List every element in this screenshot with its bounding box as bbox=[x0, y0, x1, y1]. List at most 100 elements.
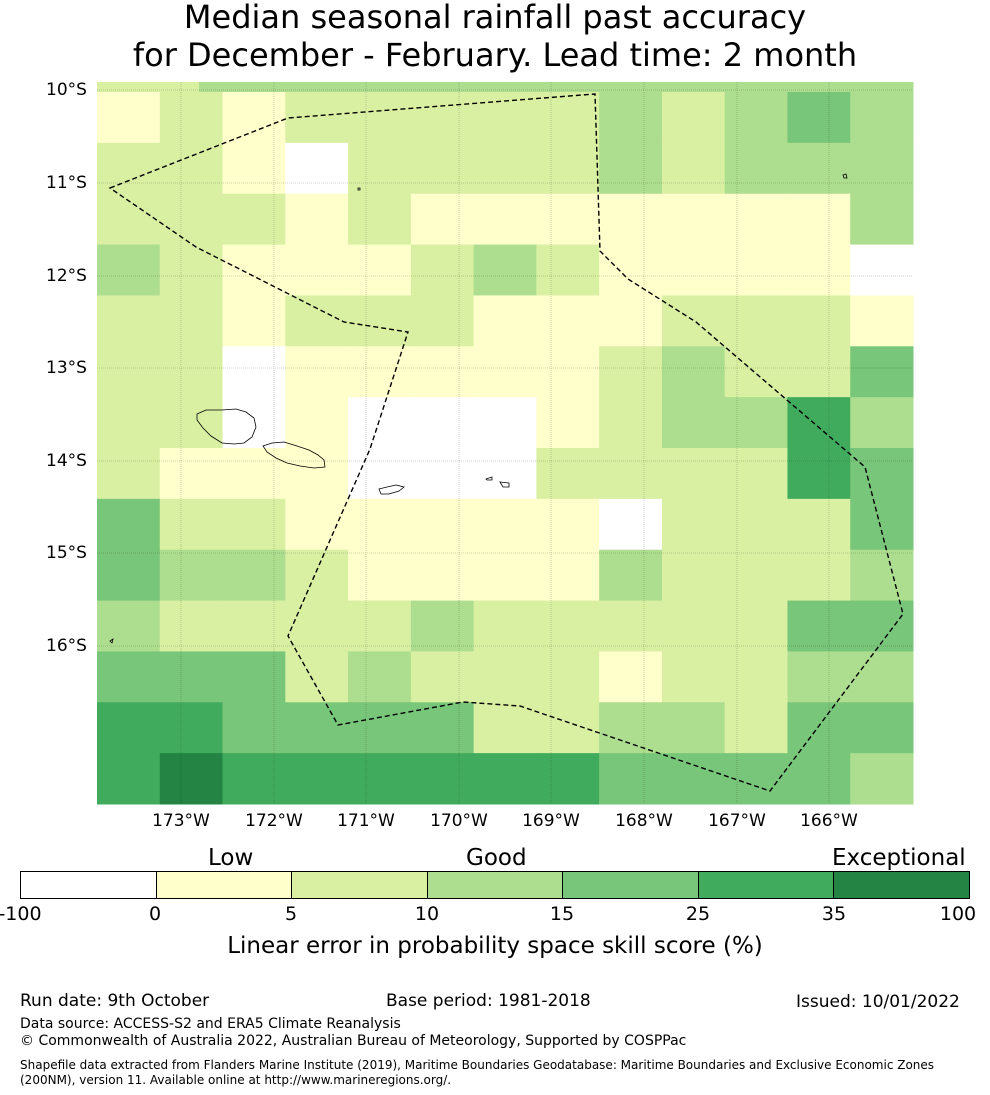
colorbar-tick: 10 bbox=[414, 903, 440, 925]
colorbar-tick: 35 bbox=[821, 903, 847, 925]
skill-cell bbox=[410, 549, 475, 602]
skill-cell bbox=[285, 295, 349, 347]
skill-cell bbox=[222, 92, 286, 144]
skill-cell bbox=[97, 92, 161, 144]
colorbar-segment bbox=[427, 872, 564, 898]
skill-cell bbox=[724, 142, 788, 195]
island-outlines bbox=[109, 173, 848, 644]
skill-cell bbox=[348, 397, 412, 449]
skill-cell bbox=[159, 142, 224, 195]
colorbar-tick: 15 bbox=[549, 903, 575, 925]
skill-cell bbox=[724, 702, 788, 754]
skill-cell bbox=[536, 753, 600, 805]
skill-cell bbox=[536, 702, 600, 754]
skill-cell bbox=[97, 244, 161, 296]
skill-cell bbox=[599, 702, 663, 754]
skill-cell bbox=[159, 600, 224, 652]
skill-cell bbox=[850, 702, 914, 754]
colorbar-segment bbox=[834, 872, 970, 898]
skill-cell bbox=[410, 600, 475, 652]
shapefile-credit-line-1: Shapefile data extracted from Flanders M… bbox=[20, 1058, 935, 1072]
skill-cell bbox=[222, 193, 286, 246]
skill-cell bbox=[285, 193, 349, 246]
skill-cell bbox=[222, 295, 286, 347]
skill-cell bbox=[599, 92, 663, 144]
colorbar-tick: -100 bbox=[0, 903, 42, 925]
skill-cell bbox=[599, 346, 663, 398]
skill-cell bbox=[787, 702, 851, 754]
skill-cell bbox=[410, 448, 475, 500]
colorbar-tick: 100 bbox=[939, 903, 977, 925]
latitude-label: 15°S bbox=[46, 543, 87, 563]
skill-cell bbox=[410, 244, 475, 296]
skill-cell bbox=[403, 82, 455, 92]
skill-cell bbox=[661, 92, 726, 144]
skill-cell bbox=[159, 753, 224, 805]
longitude-label: 171°W bbox=[337, 811, 395, 831]
skill-cell bbox=[661, 142, 726, 195]
skill-cell bbox=[97, 498, 161, 551]
skill-cell bbox=[222, 244, 286, 296]
shapefile-credit-line-2: (200NM), version 11. Available online at… bbox=[20, 1073, 452, 1087]
skill-cell bbox=[473, 753, 537, 805]
skill-cell bbox=[222, 397, 286, 449]
skill-cell bbox=[285, 498, 349, 551]
skill-cell bbox=[97, 651, 161, 703]
skill-cell bbox=[159, 193, 224, 246]
skill-cell bbox=[536, 498, 600, 551]
skill-cell bbox=[285, 702, 349, 754]
latitude-label: 11°S bbox=[46, 173, 87, 193]
skill-cell bbox=[724, 651, 788, 703]
skill-cell bbox=[473, 702, 537, 754]
skill-cell bbox=[410, 295, 475, 347]
skill-cell bbox=[661, 397, 726, 449]
skill-cell bbox=[159, 244, 224, 296]
issued-date: Issued: 10/01/2022 bbox=[796, 992, 960, 1012]
skill-cell bbox=[607, 82, 659, 92]
skill-cell bbox=[97, 142, 161, 195]
skill-cell bbox=[473, 651, 537, 703]
skill-cell bbox=[250, 82, 302, 92]
skill-cell bbox=[536, 448, 600, 500]
skill-cell bbox=[348, 600, 412, 652]
skill-cell bbox=[285, 448, 349, 500]
skill-cell bbox=[159, 346, 224, 398]
skill-cell bbox=[97, 295, 161, 347]
longitude-label: 166°W bbox=[800, 811, 858, 831]
skill-cell bbox=[787, 142, 851, 195]
skill-cell bbox=[222, 448, 286, 500]
skill-cell bbox=[724, 193, 788, 246]
skill-cell bbox=[97, 753, 161, 805]
copyright: © Commonwealth of Australia 2022, Austra… bbox=[20, 1033, 687, 1049]
skill-cell bbox=[97, 600, 161, 652]
skill-cell bbox=[159, 295, 224, 347]
skill-cell bbox=[850, 92, 914, 144]
data-source: Data source: ACCESS-S2 and ERA5 Climate … bbox=[20, 1016, 401, 1032]
skill-cell bbox=[787, 346, 851, 398]
latitude-label: 13°S bbox=[46, 358, 87, 378]
skill-cell bbox=[787, 193, 851, 246]
latitude-label: 12°S bbox=[46, 266, 87, 286]
skill-cell bbox=[473, 448, 537, 500]
colorbar-tick: 0 bbox=[148, 903, 162, 925]
map-title-line-2: for December - February. Lead time: 2 mo… bbox=[132, 36, 858, 74]
skill-cell bbox=[536, 397, 600, 449]
skill-cell bbox=[410, 193, 475, 246]
skill-cell bbox=[536, 142, 600, 195]
rose-atoll bbox=[109, 638, 114, 644]
upolu-island bbox=[262, 441, 326, 469]
skill-cell bbox=[473, 92, 537, 144]
skill-cell bbox=[661, 448, 726, 500]
longitude-label: 168°W bbox=[615, 811, 673, 831]
skill-cell bbox=[285, 753, 349, 805]
skill-cell bbox=[787, 600, 851, 652]
skill-cell bbox=[850, 346, 914, 398]
skill-cell bbox=[222, 346, 286, 398]
skill-cell bbox=[222, 600, 286, 652]
skill-cell bbox=[348, 651, 412, 703]
skill-cell bbox=[599, 753, 663, 805]
skill-cell bbox=[148, 82, 200, 92]
colorbar-segment bbox=[156, 872, 293, 898]
map-title-line-1: Median seasonal rainfall past accuracy bbox=[183, 0, 807, 36]
skill-cell bbox=[348, 346, 412, 398]
